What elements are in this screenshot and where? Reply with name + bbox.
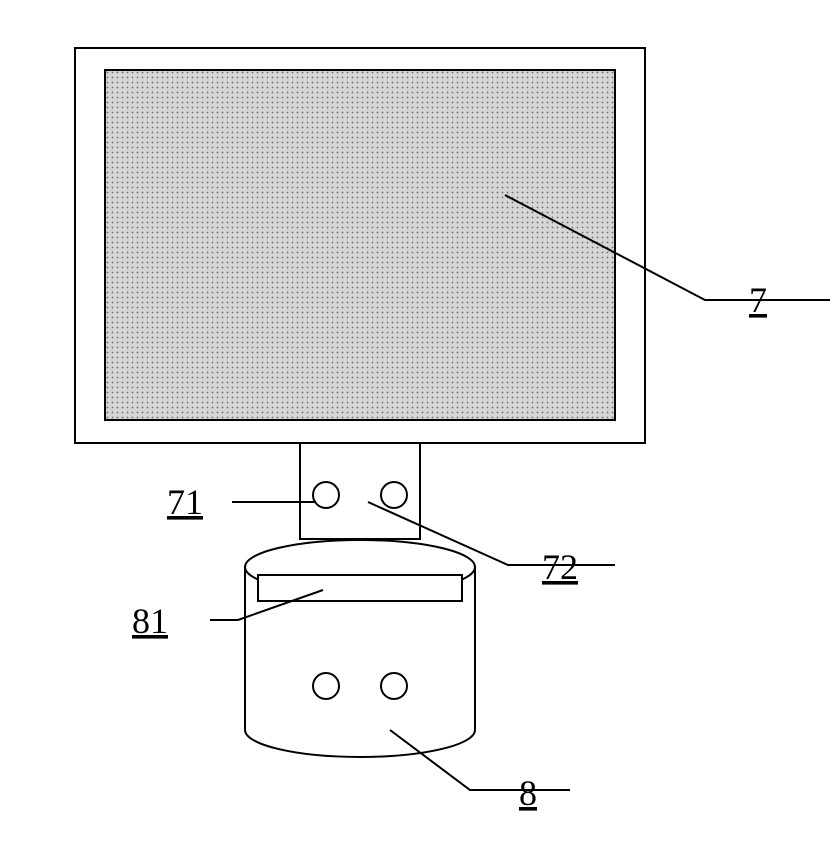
- bracket-hole-right: [381, 482, 407, 508]
- cylinder: [245, 540, 475, 757]
- label-71: 71: [167, 482, 203, 522]
- label-81: 81: [132, 601, 168, 641]
- label-7: 7: [749, 280, 767, 320]
- bracket-hole-left: [313, 482, 339, 508]
- label-72: 72: [542, 547, 578, 587]
- diagram-canvas: 7 71 72 81 8: [0, 0, 835, 845]
- panel-screen: [105, 70, 615, 420]
- label-8: 8: [519, 773, 537, 813]
